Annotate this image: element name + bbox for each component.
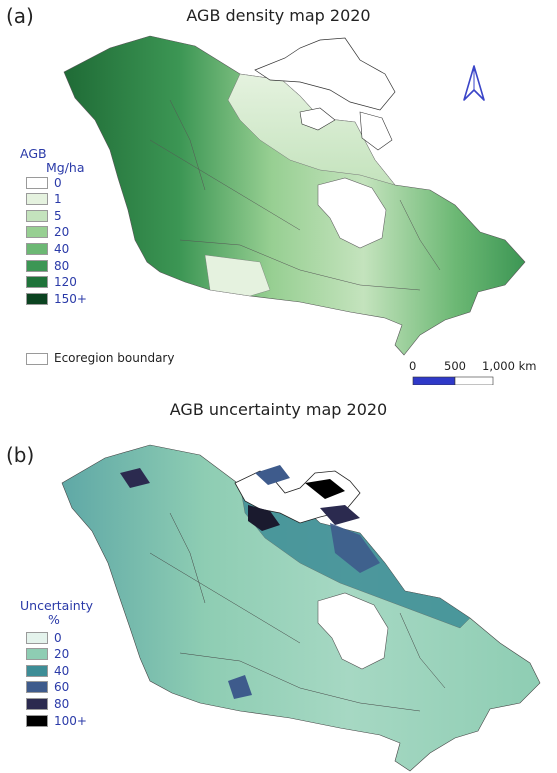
uncertainty-legend-label: 20 xyxy=(54,647,70,662)
scale-bar-empty xyxy=(454,376,494,385)
agb-legend-swatch xyxy=(26,259,48,272)
agb-legend-label: 1 xyxy=(54,192,62,207)
panel-a-title: AGB density map 2020 xyxy=(186,6,371,25)
agb-uncertainty-map xyxy=(61,444,541,772)
scale-bar xyxy=(412,376,494,385)
agb-legend-unit: Mg/ha xyxy=(46,160,85,175)
agb-legend-item: 5 xyxy=(26,208,62,223)
uncertainty-legend-swatch xyxy=(26,681,48,694)
agb-legend-swatch xyxy=(26,292,48,305)
uncertainty-legend-item: 20 xyxy=(26,647,70,662)
north-arrow-icon xyxy=(463,65,485,101)
agb-legend-item: 80 xyxy=(26,258,70,273)
agb-legend-swatch xyxy=(26,209,48,222)
scale-label-500: 500 xyxy=(444,359,466,373)
agb-legend-item: 1 xyxy=(26,192,62,207)
scale-bar-filled xyxy=(412,376,456,385)
agb-legend-swatch xyxy=(26,176,48,189)
uncertainty-legend-item: 0 xyxy=(26,630,62,645)
uncertainty-legend-swatch xyxy=(26,664,48,677)
ecoregion-label: Ecoregion boundary xyxy=(54,351,175,365)
agb-legend-label: 150+ xyxy=(54,291,87,306)
canada-landmass-a xyxy=(63,35,526,356)
agb-legend-label: 0 xyxy=(54,175,62,190)
agb-legend-swatch xyxy=(26,276,48,289)
ecoregion-swatch xyxy=(26,353,48,365)
uncertainty-legend-item: 40 xyxy=(26,663,70,678)
agb-legend-label: 120 xyxy=(54,275,77,290)
uncertainty-legend-swatch xyxy=(26,648,48,661)
uncertainty-legend-label: 0 xyxy=(54,630,62,645)
uncertainty-legend-swatch xyxy=(26,697,48,710)
uncertainty-legend-item: 60 xyxy=(26,680,70,695)
agb-legend-item: 0 xyxy=(26,175,62,190)
prairie-region-a xyxy=(204,254,271,297)
panel-a-letter: (a) xyxy=(6,4,34,28)
uncertainty-legend-label: 80 xyxy=(54,696,70,711)
arctic-region-a xyxy=(227,73,396,186)
agb-legend-item: 150+ xyxy=(26,291,87,306)
uncertainty-legend-label: 100+ xyxy=(54,713,87,728)
hudson-bay-b xyxy=(317,592,389,670)
agb-legend-label: 20 xyxy=(54,225,70,240)
agb-legend-swatch xyxy=(26,242,48,255)
uncertainty-legend-swatch xyxy=(26,631,48,644)
agb-legend-label: 40 xyxy=(54,241,70,256)
agb-legend-swatch xyxy=(26,226,48,239)
uncertainty-legend-label: 60 xyxy=(54,680,70,695)
arctic-islands-a xyxy=(254,37,396,111)
agb-density-map xyxy=(63,35,526,385)
panel-b-letter: (b) xyxy=(6,443,35,467)
uncertainty-legend-swatch xyxy=(26,714,48,727)
agb-legend-swatch xyxy=(26,193,48,206)
scale-label-1000: 1,000 km xyxy=(482,359,537,373)
agb-legend-item: 40 xyxy=(26,241,70,256)
scale-label-0: 0 xyxy=(409,359,417,373)
uncertainty-legend-title: Uncertainty xyxy=(20,598,94,613)
panel-b-title: AGB uncertainty map 2020 xyxy=(169,400,388,419)
uncertainty-legend-item: 100+ xyxy=(26,713,87,728)
uncertainty-legend-unit: % xyxy=(48,612,60,627)
agb-legend-item: 20 xyxy=(26,225,70,240)
uncertainty-legend-item: 80 xyxy=(26,696,70,711)
agb-legend-label: 80 xyxy=(54,258,70,273)
hudson-bay-a xyxy=(317,177,387,249)
uncertainty-legend-label: 40 xyxy=(54,663,70,678)
agb-legend-label: 5 xyxy=(54,208,62,223)
agb-legend-title: AGB xyxy=(20,146,47,161)
agb-legend-item: 120 xyxy=(26,275,77,290)
